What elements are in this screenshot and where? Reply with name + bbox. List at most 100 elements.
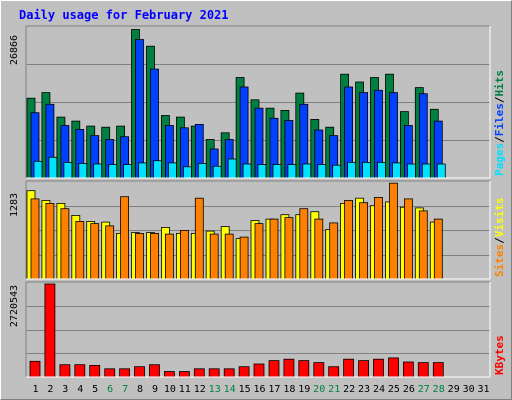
- bar-sites-day-23: [359, 202, 369, 280]
- bar-pages-day-12: [197, 163, 207, 179]
- x-tick-label: 20: [313, 384, 325, 395]
- x-tick-label: 10: [164, 384, 176, 395]
- bar-kbytes-day-5: [89, 364, 101, 378]
- bar-pages-day-10: [167, 162, 177, 179]
- bar-sites-day-13: [209, 233, 219, 280]
- bar-pages-day-27: [421, 163, 431, 179]
- bar-kbytes-day-4: [74, 364, 86, 378]
- bar-pages-day-28: [436, 163, 446, 179]
- bar-sites-day-6: [105, 225, 115, 280]
- bar-kbytes-day-28: [432, 362, 444, 378]
- x-tick-label: 29: [448, 384, 460, 395]
- x-tick-label: 28: [433, 384, 445, 395]
- x-tick-label: 19: [298, 384, 310, 395]
- bar-sites-day-17: [269, 218, 279, 280]
- x-tick-label: 21: [328, 384, 340, 395]
- bar-kbytes-day-14: [223, 368, 235, 378]
- y-max-label: 2720543: [9, 285, 20, 327]
- bar-sites-day-18: [284, 217, 294, 280]
- x-tick-label: 22: [343, 384, 355, 395]
- bar-pages-day-26: [406, 163, 416, 179]
- x-tick-label: 26: [403, 384, 415, 395]
- x-tick-label: 12: [194, 384, 206, 395]
- bar-pages-day-16: [257, 164, 267, 179]
- bar-kbytes-day-18: [283, 358, 295, 378]
- bar-kbytes-day-15: [238, 366, 250, 378]
- bar-pages-day-7: [123, 164, 132, 179]
- bar-kbytes-day-13: [208, 368, 220, 378]
- bar-sites-day-26: [403, 198, 413, 280]
- bar-kbytes-day-24: [373, 358, 384, 378]
- bar-sites-day-21: [329, 222, 339, 280]
- x-tick-label: 30: [463, 384, 475, 395]
- bar-kbytes-day-25: [388, 357, 399, 378]
- bar-pages-day-20: [317, 164, 327, 179]
- bar-sites-day-12: [194, 197, 204, 280]
- bar-kbytes-day-3: [59, 364, 71, 378]
- bar-pages-day-1: [33, 160, 43, 179]
- bar-pages-day-5: [93, 163, 103, 179]
- legend-kbytes: KBytes: [493, 335, 506, 375]
- x-tick-label: 13: [209, 384, 221, 395]
- bar-pages-day-19: [302, 163, 312, 179]
- bar-kbytes-day-20: [313, 362, 325, 378]
- bar-sites-day-8: [135, 232, 144, 280]
- x-tick-label: 27: [418, 384, 430, 395]
- x-tick-label: 24: [373, 384, 385, 395]
- x-tick-label: 9: [152, 384, 158, 395]
- bar-pages-day-14: [227, 158, 237, 179]
- chart-title: Daily usage for February 2021: [19, 8, 229, 22]
- bar-pages-day-21: [332, 164, 342, 179]
- bar-kbytes-day-2: [44, 283, 56, 378]
- bar-sites-day-11: [179, 229, 189, 280]
- x-tick-label: 14: [224, 384, 236, 395]
- panel-kbytes: 2720543 KBytes: [9, 283, 506, 378]
- x-tick-label: 18: [283, 384, 295, 395]
- bar-kbytes-day-27: [417, 362, 429, 378]
- x-tick-label: 25: [388, 384, 400, 395]
- x-tick-label: 5: [92, 384, 98, 395]
- bar-sites-day-14: [224, 233, 234, 280]
- bar-pages-day-23: [362, 161, 372, 179]
- bar-pages-day-18: [287, 164, 297, 179]
- bar-pages-day-22: [347, 161, 357, 179]
- legend: Sites/Visits: [493, 198, 506, 278]
- bar-pages-day-24: [377, 161, 386, 179]
- bar-kbytes-day-17: [268, 360, 280, 378]
- legend-visits: Visits: [493, 198, 506, 238]
- bar-kbytes-day-11: [178, 371, 190, 378]
- x-tick-label: 2: [47, 384, 53, 395]
- bar-kbytes-day-8: [134, 366, 145, 378]
- bar-sites-day-22: [344, 199, 354, 280]
- bar-kbytes-day-21: [328, 366, 340, 378]
- x-tick-label: 7: [122, 384, 128, 395]
- bar-kbytes-day-6: [104, 368, 116, 378]
- bar-sites-day-1: [30, 198, 40, 280]
- bar-sites-day-28: [433, 218, 443, 280]
- bar-kbytes-day-26: [402, 361, 414, 378]
- bar-sites-day-7: [120, 196, 129, 280]
- bar-sites-day-20: [314, 218, 324, 280]
- legend: Pages/Files/Hits: [493, 70, 506, 176]
- bar-pages-day-25: [392, 162, 401, 179]
- bar-sites-day-9: [150, 232, 159, 280]
- bar-pages-day-2: [48, 156, 58, 179]
- bar-kbytes-day-7: [119, 368, 130, 378]
- x-tick-label: 8: [137, 384, 143, 395]
- bar-pages-day-3: [63, 161, 73, 179]
- bar-pages-day-17: [272, 164, 282, 179]
- bar-pages-day-8: [138, 162, 147, 179]
- bar-kbytes-day-10: [163, 371, 175, 378]
- bar-sites-day-4: [75, 220, 85, 280]
- bar-sites-day-10: [164, 233, 174, 280]
- legend-separator: /: [493, 96, 506, 103]
- bar-kbytes-day-9: [149, 364, 160, 378]
- bar-sites-day-25: [389, 182, 398, 280]
- x-tick-label: 1: [32, 384, 38, 395]
- bar-sites-day-2: [45, 202, 55, 280]
- legend-sites: Sites: [493, 244, 506, 277]
- x-tick-label: 31: [477, 384, 489, 395]
- bar-kbytes-day-12: [193, 368, 205, 378]
